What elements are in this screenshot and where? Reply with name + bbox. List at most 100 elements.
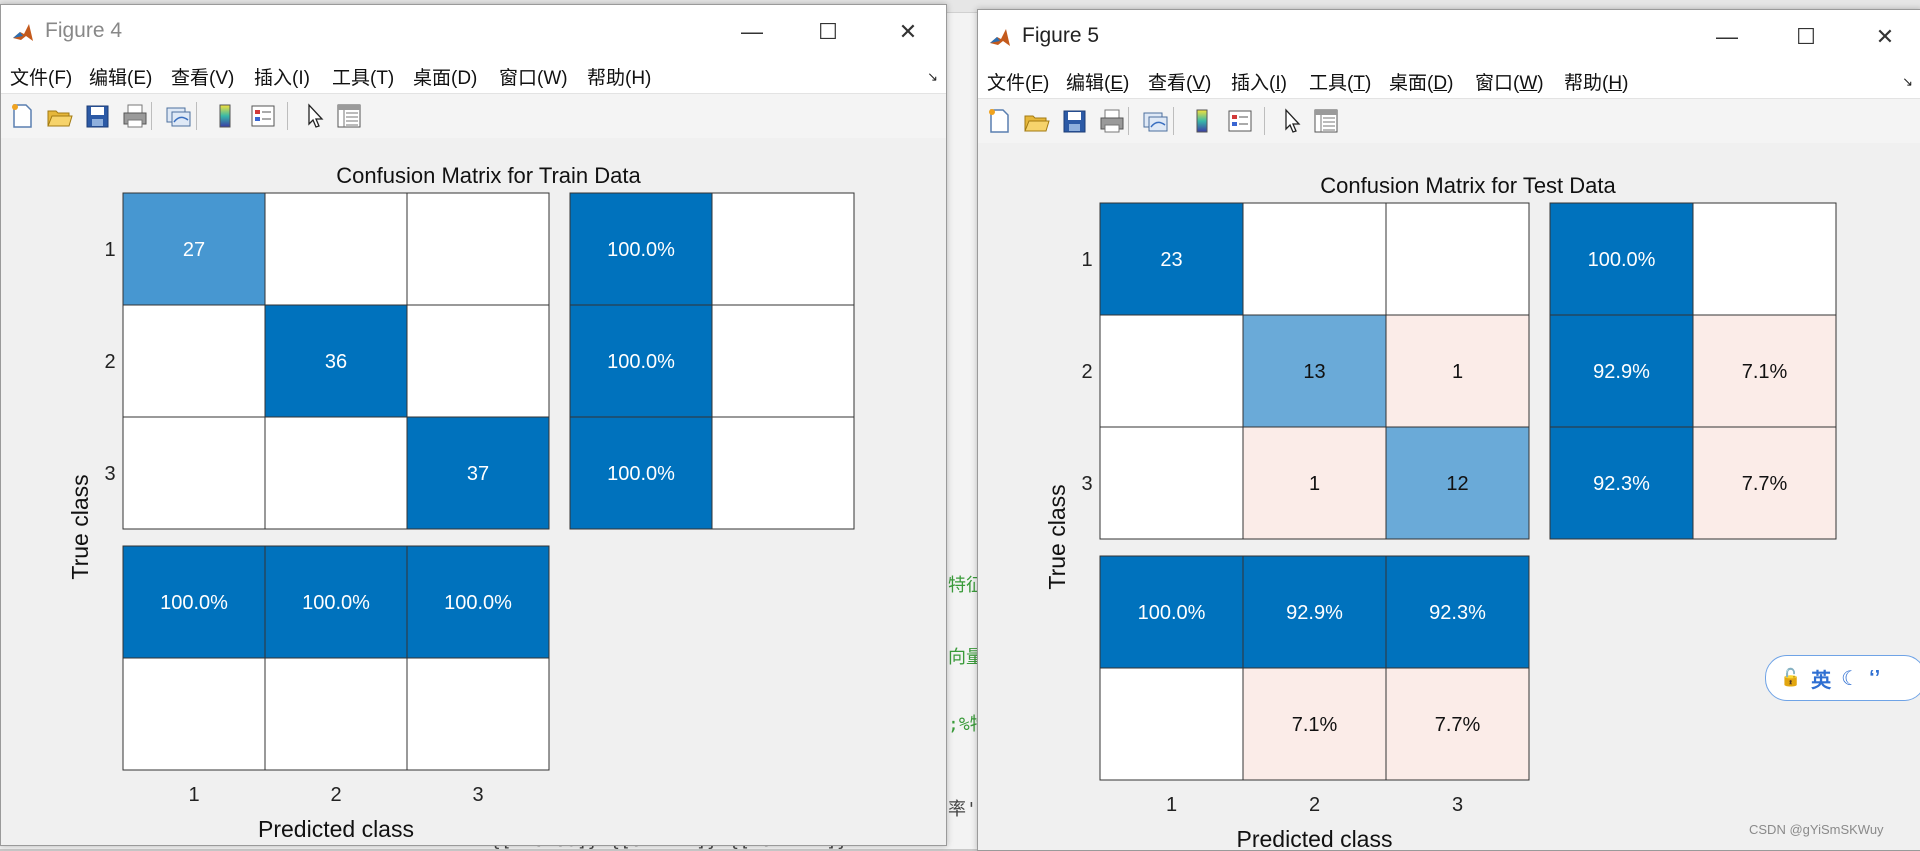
column-summary-cell <box>1385 555 1530 669</box>
open-file-icon[interactable] <box>45 102 73 130</box>
matrix-cell <box>1099 426 1244 540</box>
matrix-cell <box>1385 426 1530 540</box>
menu-file[interactable]: 文件(F) <box>10 68 73 89</box>
row-summary-cell-label: 7.7% <box>1742 473 1788 495</box>
menu-edit[interactable]: 编辑(E) <box>89 68 153 89</box>
column-summary-cell-label: 100.0% <box>302 592 370 614</box>
moon-icon[interactable]: ☾ <box>1841 667 1860 690</box>
menu-desktop[interactable]: 桌面(D) <box>413 68 478 89</box>
property-inspector-icon[interactable] <box>335 102 363 130</box>
row-summary-cell <box>569 304 713 418</box>
y-tick-label: 1 <box>1081 249 1092 271</box>
close-button[interactable]: ✕ <box>898 19 918 44</box>
toolbar-separator <box>1128 107 1129 135</box>
matrix-cell-label: 13 <box>1303 361 1325 383</box>
window-title: Figure 5 <box>1022 24 1100 47</box>
matlab-logo-icon <box>11 21 35 45</box>
menu-window[interactable]: 窗口(W) <box>499 68 568 89</box>
menu-insert[interactable]: 插入(I) <box>254 68 310 89</box>
link-plot-icon[interactable] <box>1141 107 1169 135</box>
property-inspector-icon[interactable] <box>1312 107 1340 135</box>
colorbar-icon[interactable] <box>211 102 239 130</box>
column-summary-cell-label: 92.3% <box>1429 602 1486 624</box>
matrix-cell <box>122 416 266 530</box>
figure-toolbar <box>978 98 1920 144</box>
matrix-cell <box>1385 314 1530 428</box>
menu-tools[interactable]: 工具(T) <box>332 68 395 89</box>
column-summary-cell <box>1385 667 1530 781</box>
matrix-cell <box>1385 202 1530 316</box>
save-icon[interactable] <box>83 102 111 130</box>
dock-arrow-icon[interactable]: ↘ <box>1902 74 1913 89</box>
watermark: CSDN @gYiSmSKWuy <box>1749 822 1884 837</box>
new-figure-icon[interactable] <box>9 102 37 130</box>
row-summary-cell <box>711 416 855 530</box>
new-figure-icon[interactable] <box>986 107 1014 135</box>
select-pointer-icon[interactable] <box>301 102 329 130</box>
matrix-cell <box>406 304 550 418</box>
maximize-button[interactable]: ☐ <box>818 19 838 44</box>
menu-view[interactable]: 查看(V) <box>1148 73 1212 94</box>
maximize-button[interactable]: ☐ <box>1796 24 1816 49</box>
row-summary-cell <box>711 304 855 418</box>
open-file-icon[interactable] <box>1022 107 1050 135</box>
save-icon[interactable] <box>1060 107 1088 135</box>
print-icon[interactable] <box>1098 107 1126 135</box>
print-icon[interactable] <box>121 102 149 130</box>
matrix-cell <box>406 192 550 306</box>
matlab-logo-icon <box>988 26 1012 50</box>
menu-help[interactable]: 帮助(H) <box>1564 73 1629 94</box>
toolbar-separator <box>1173 107 1174 135</box>
chart-title: Confusion Matrix for Train Data <box>336 163 641 188</box>
punctuation-icon[interactable]: ‘’ <box>1869 666 1881 689</box>
matrix-cell-label: 37 <box>467 463 489 485</box>
confusion-chart: Confusion Matrix for Train Data 27 36 37 100… <box>67 163 855 842</box>
menu-file[interactable]: 文件(F) <box>987 73 1050 94</box>
column-summary-cell <box>1099 667 1244 781</box>
link-plot-icon[interactable] <box>164 102 192 130</box>
minimize-button[interactable]: — <box>741 19 763 44</box>
title-bar[interactable]: Figure 5 — ☐ ✕ <box>978 10 1920 62</box>
column-summary-cell <box>1099 555 1244 669</box>
row-summary-cell-label: 100.0% <box>607 463 675 485</box>
matrix-cell <box>122 192 266 306</box>
select-pointer-icon[interactable] <box>1278 107 1306 135</box>
column-summary-cell-label: 100.0% <box>444 592 512 614</box>
colorbar-icon[interactable] <box>1188 107 1216 135</box>
legend-icon[interactable] <box>1226 107 1254 135</box>
menu-help[interactable]: 帮助(H) <box>587 68 652 89</box>
matrix-cell-label: 36 <box>325 351 347 373</box>
chart-title: Confusion Matrix for Test Data <box>1320 173 1616 198</box>
column-summary-cell-label: 7.1% <box>1292 714 1338 736</box>
menu-edit[interactable]: 编辑(E) <box>1066 73 1130 94</box>
minimize-button[interactable]: — <box>1716 24 1738 49</box>
matrix-cell-label: 27 <box>183 239 205 261</box>
menu-window[interactable]: 窗口(W) <box>1475 73 1544 94</box>
menu-desktop[interactable]: 桌面(D) <box>1389 73 1454 94</box>
close-button[interactable]: ✕ <box>1875 24 1895 49</box>
y-axis-label: True class <box>1044 484 1070 589</box>
x-tick-label: 2 <box>330 784 341 806</box>
lock-icon[interactable]: 🔓 <box>1780 668 1802 687</box>
column-summary-cell <box>1242 555 1387 669</box>
matrix-cell <box>264 304 408 418</box>
matrix-cell-label: 1 <box>1452 361 1463 383</box>
legend-icon[interactable] <box>249 102 277 130</box>
menu-tools[interactable]: 工具(T) <box>1309 73 1372 94</box>
menu-insert[interactable]: 插入(I) <box>1231 73 1287 94</box>
row-summary-cell-label: 92.3% <box>1593 473 1650 495</box>
x-tick-label: 2 <box>1309 794 1320 816</box>
ime-indicator[interactable]: 🔓 英 ☾ ‘’ <box>1765 655 1920 701</box>
row-summary-cell <box>1549 202 1694 316</box>
matrix-cell <box>1242 314 1387 428</box>
figure-4-window[interactable]: Figure 4 — ☐ ✕ 文件(F) 编辑(E) 查看(V) 插入(I) 工… <box>0 4 947 846</box>
matrix-cell-label: 12 <box>1446 473 1468 495</box>
dock-arrow-icon[interactable]: ↘ <box>927 69 938 84</box>
figure-5-window[interactable]: Figure 5 — ☐ ✕ 文件(F) 编辑(E) 查看(V) 插入(I) 工… <box>977 9 1920 851</box>
menu-view[interactable]: 查看(V) <box>171 68 235 89</box>
ime-language-toggle[interactable]: 英 <box>1811 669 1832 692</box>
column-summary-cell <box>122 657 266 771</box>
matrix-cell <box>264 192 408 306</box>
figure-canvas: Confusion Matrix for Train Data 27 36 37 100… <box>1 138 946 845</box>
title-bar[interactable]: Figure 4 — ☐ ✕ <box>1 5 946 57</box>
